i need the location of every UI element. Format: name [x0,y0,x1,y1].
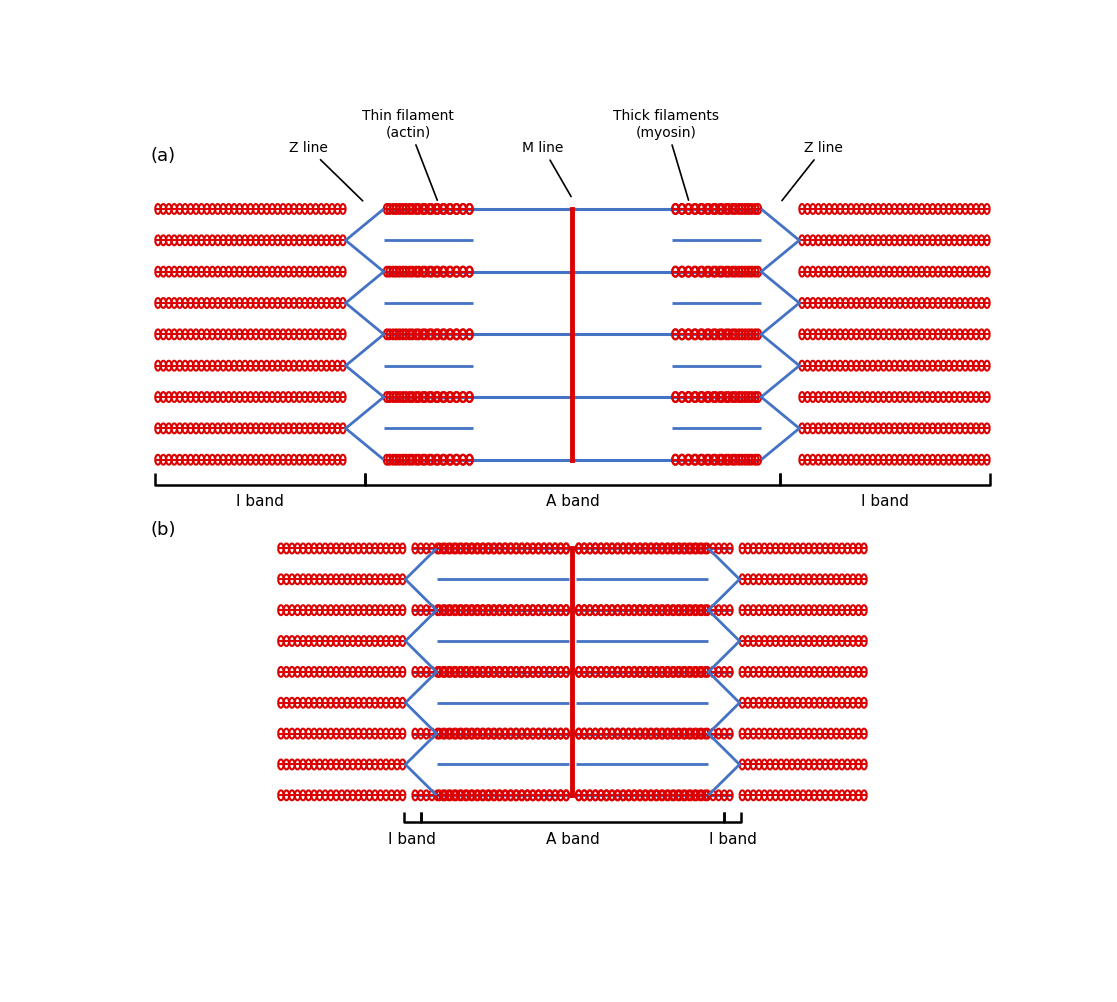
Text: I band: I band [861,494,909,509]
Text: Z line: Z line [289,141,363,200]
Text: I band: I band [236,494,284,509]
Text: M line: M line [523,141,571,196]
Text: Thin filament
(actin): Thin filament (actin) [362,109,454,200]
Text: A band: A band [545,494,600,509]
Text: Thick filaments
(myosin): Thick filaments (myosin) [613,109,719,200]
Text: I band: I band [389,832,437,847]
Text: (a): (a) [150,147,175,165]
Text: A band: A band [545,832,600,847]
Text: I band: I band [708,832,756,847]
Text: Z line: Z line [782,141,843,200]
Text: (b): (b) [150,521,175,539]
